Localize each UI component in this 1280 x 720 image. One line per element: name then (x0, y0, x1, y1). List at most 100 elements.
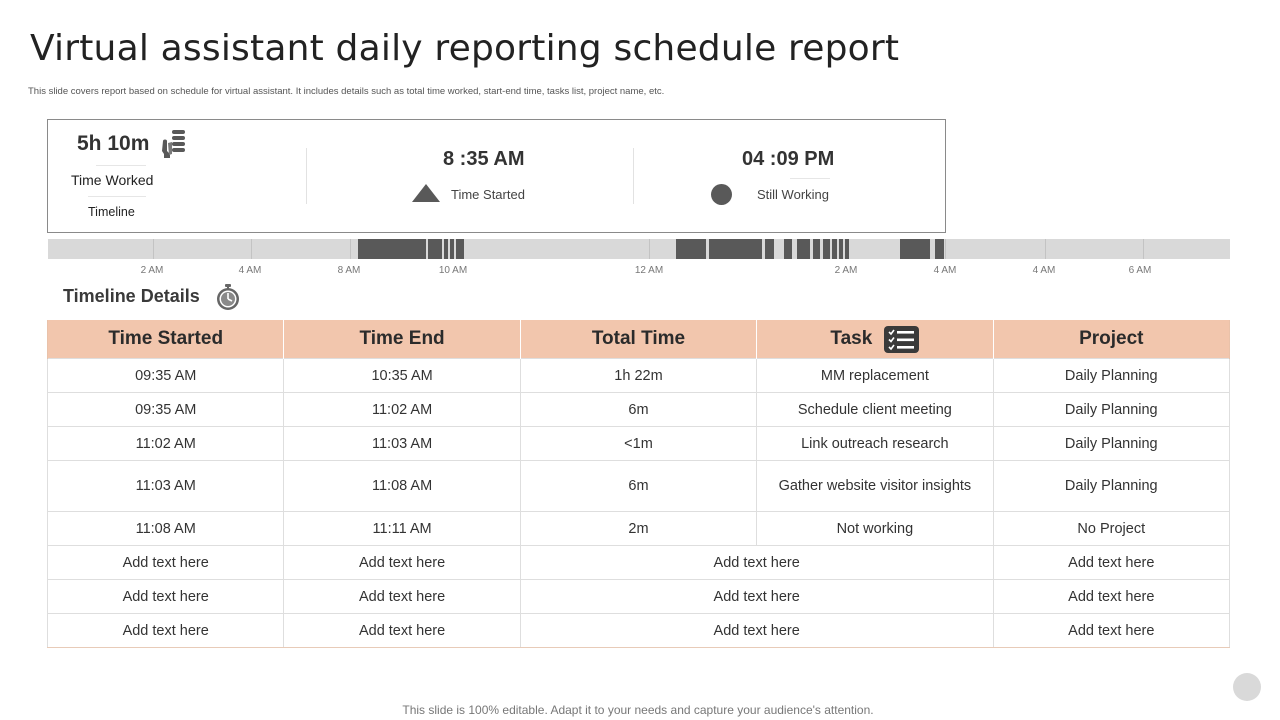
timeline-tick-label: 4 AM (933, 265, 957, 276)
cell-project: No Project (992, 511, 1231, 546)
timeline-tick (945, 239, 946, 259)
header-total-time: Total Time (519, 320, 758, 359)
table-row: 11:03 AM 11:08 AM 6m Gather website visi… (46, 460, 1231, 512)
table-row: Add text here Add text here Add text her… (46, 545, 1231, 580)
cell-time-started: 09:35 AM (46, 358, 285, 393)
triangle-icon (412, 184, 440, 202)
placeholder-cell: Add text here (992, 613, 1231, 648)
placeholder-cell: Add text here (46, 613, 285, 648)
page-title: Virtual assistant daily reporting schedu… (30, 28, 900, 69)
cell-project: Daily Planning (992, 392, 1231, 427)
timeline-segment (784, 239, 792, 259)
timeline-tick-label: 2 AM (834, 265, 858, 276)
still-working-label: Still Working (757, 187, 830, 202)
table-row: 09:35 AM 10:35 AM 1h 22m MM replacement … (46, 358, 1231, 393)
timeline-segment (935, 239, 944, 259)
table-header-row: Time Started Time End Total Time Task (46, 320, 1231, 359)
table-row: Add text here Add text here Add text her… (46, 613, 1231, 648)
time-started-label: Time Started (451, 187, 525, 202)
table-row: 09:35 AM 11:02 AM 6m Schedule client mee… (46, 392, 1231, 427)
placeholder-cell: Add text here (283, 613, 521, 648)
cell-task: Gather website visitor insights (756, 460, 994, 512)
hand-coins-icon (162, 130, 185, 158)
timeline-segment (797, 239, 810, 259)
cell-task: Schedule client meeting (756, 392, 994, 427)
timeline-segment (450, 239, 454, 259)
timeline-segment (676, 239, 706, 259)
header-time-started: Time Started (46, 320, 285, 359)
header-project: Project (992, 320, 1231, 359)
timeline-segment (358, 239, 426, 259)
table-row: Add text here Add text here Add text her… (46, 579, 1231, 614)
cell-task: Not working (756, 511, 994, 546)
timeline-tick-label: 4 AM (1032, 265, 1056, 276)
timeline-segment (428, 239, 442, 259)
still-working-value: 04 :09 PM (742, 148, 835, 170)
time-worked-value: 5h 10m (77, 132, 150, 155)
timeline-tick-label: 4 AM (238, 265, 262, 276)
timeline-tick-label: 6 AM (1128, 265, 1152, 276)
timeline-bar (48, 239, 1230, 259)
placeholder-cell: Add text here (46, 579, 285, 614)
placeholder-cell: Add text here (519, 579, 994, 614)
vertical-divider (633, 148, 634, 204)
timeline-segment (456, 239, 464, 259)
timeline-tick-label: 12 AM (634, 265, 664, 276)
cell-total-time: 6m (519, 392, 758, 427)
table-row: 11:02 AM 11:03 AM <1m Link outreach rese… (46, 426, 1231, 461)
timeline-tick (251, 239, 252, 259)
timeline-label: Timeline (88, 205, 135, 219)
stopwatch-icon (217, 284, 239, 310)
cell-total-time: 2m (519, 511, 758, 546)
placeholder-cell: Add text here (283, 545, 521, 580)
timeline-tick (1045, 239, 1046, 259)
timeline-segment (839, 239, 843, 259)
timeline-tick (649, 239, 650, 259)
placeholder-cell: Add text here (519, 613, 994, 648)
divider-line (790, 178, 830, 179)
header-time-end: Time End (283, 320, 521, 359)
cell-time-end: 10:35 AM (283, 358, 521, 393)
cell-project: Daily Planning (992, 358, 1231, 393)
timeline-tick (153, 239, 154, 259)
cell-time-started: 11:02 AM (46, 426, 285, 461)
cell-project: Daily Planning (992, 426, 1231, 461)
cell-project: Daily Planning (992, 460, 1231, 512)
corner-circle-decoration (1233, 673, 1261, 701)
timeline-segment (709, 239, 762, 259)
checklist-icon (884, 325, 920, 353)
timeline-segment (444, 239, 448, 259)
cell-total-time: 1h 22m (519, 358, 758, 393)
page-subtitle: This slide covers report based on schedu… (28, 86, 665, 97)
cell-task: MM replacement (756, 358, 994, 393)
vertical-divider (306, 148, 307, 204)
summary-panel: 5h 10m Time Worked Timeline 8 :35 AM Tim… (47, 119, 946, 233)
cell-time-started: 11:03 AM (46, 460, 285, 512)
timeline-segment (845, 239, 849, 259)
timeline-tick (350, 239, 351, 259)
footer-note: This slide is 100% editable. Adapt it to… (402, 703, 874, 717)
timeline-segment (900, 239, 930, 259)
timeline-tick-label: 8 AM (337, 265, 361, 276)
time-worked-label: Time Worked (71, 172, 154, 188)
header-task: Task (756, 320, 994, 359)
placeholder-cell: Add text here (46, 545, 285, 580)
cell-time-started: 09:35 AM (46, 392, 285, 427)
timeline-details-table: Time Started Time End Total Time Task (46, 320, 1231, 648)
placeholder-cell: Add text here (992, 545, 1231, 580)
cell-task: Link outreach research (756, 426, 994, 461)
circle-icon (711, 184, 732, 205)
divider-line (96, 165, 146, 166)
timeline-tick-label: 10 AM (438, 265, 468, 276)
table-row: 11:08 AM 11:11 AM 2m Not working No Proj… (46, 511, 1231, 546)
cell-total-time: <1m (519, 426, 758, 461)
timeline-tick (1143, 239, 1144, 259)
timeline-segment (765, 239, 774, 259)
divider-line (88, 196, 146, 197)
section-title: Timeline Details (63, 286, 200, 306)
timeline-segment (832, 239, 837, 259)
time-started-value: 8 :35 AM (443, 148, 525, 170)
timeline-segment (813, 239, 820, 259)
timeline-tick-label: 2 AM (140, 265, 164, 276)
placeholder-cell: Add text here (283, 579, 521, 614)
